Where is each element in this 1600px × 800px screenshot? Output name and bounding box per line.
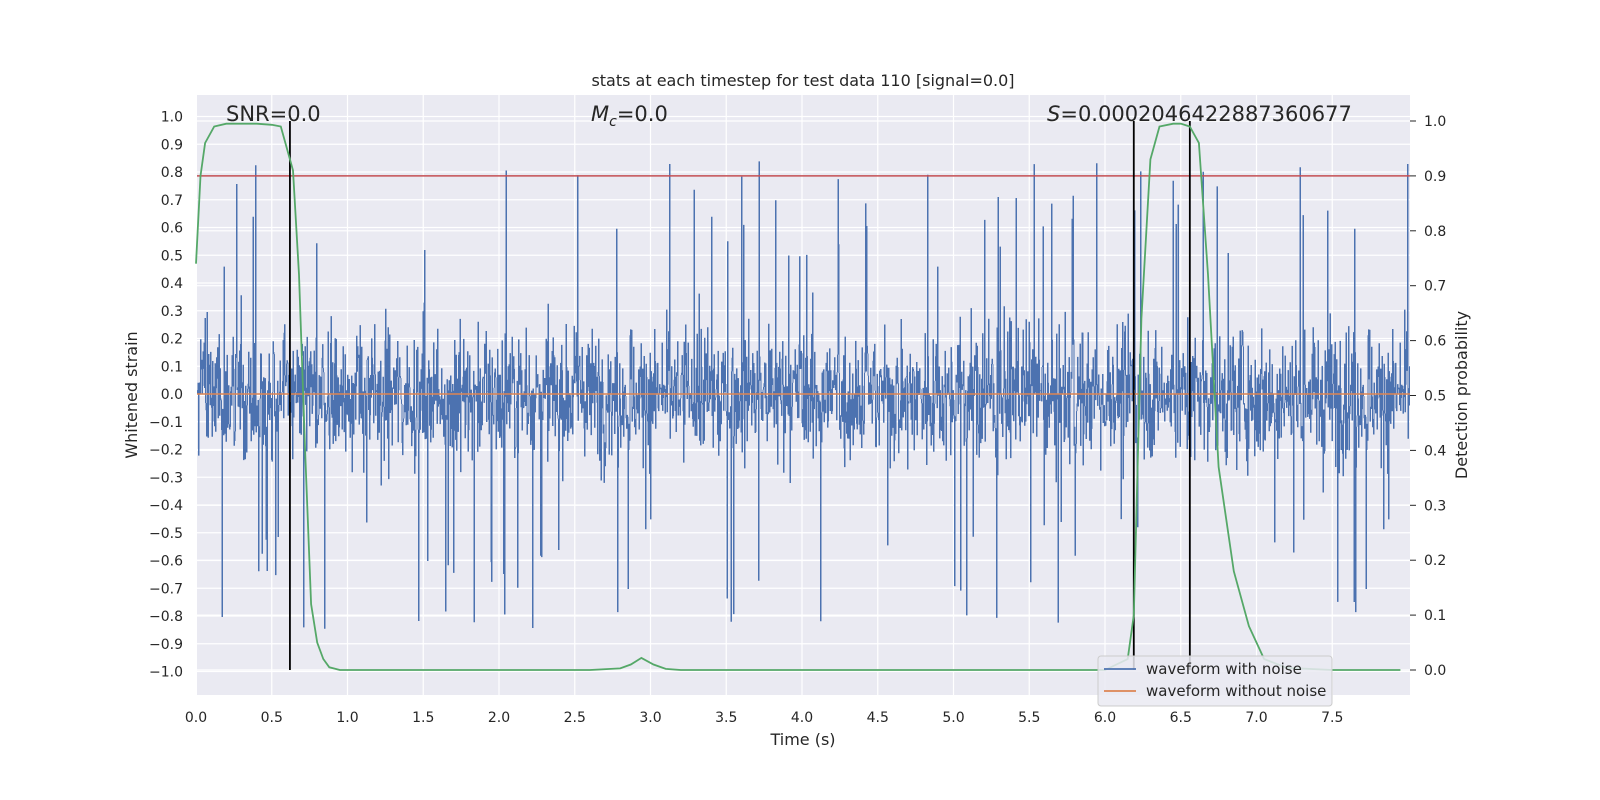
x-tick-label: 5.0 — [942, 710, 964, 726]
chirp-mass-value: =0.0 — [617, 102, 668, 126]
chart-title: stats at each timestep for test data 110… — [591, 71, 1014, 90]
x-axis-title: Time (s) — [769, 730, 835, 749]
y2-tick-label: 0.8 — [1424, 224, 1446, 240]
x-tick-label: 1.5 — [412, 710, 434, 726]
y2-tick-label: 0.9 — [1424, 169, 1446, 185]
y-tick-label: 0.8 — [161, 165, 183, 181]
y2-axis-title: Detection probability — [1452, 311, 1471, 479]
chirp-mass-annotation: Mc=0.0 — [591, 102, 668, 130]
y-tick-label: 0.2 — [161, 332, 183, 348]
waveform-with-noise-path — [197, 161, 1410, 629]
y2-tick-label: 0.3 — [1424, 498, 1446, 514]
x-tick-label: 1.0 — [336, 710, 358, 726]
snr-annotation: SNR=0.0 — [226, 102, 321, 126]
y2-tick-label: 0.6 — [1424, 334, 1446, 350]
y-tick-label: −0.1 — [149, 415, 183, 431]
x-tick-label: 7.0 — [1245, 710, 1267, 726]
y-tick-label: 0.6 — [161, 221, 183, 237]
s-value: =0.0002046422887360677 — [1060, 102, 1352, 126]
y2-tick-label: 0.4 — [1424, 443, 1446, 459]
y2-tick-label: 0.2 — [1424, 553, 1446, 569]
y2-tick-label: 0.5 — [1424, 389, 1446, 405]
y-tick-label: 0.3 — [161, 304, 183, 320]
x-tick-label: 2.0 — [488, 710, 510, 726]
waveform-with-noise-series — [197, 161, 1410, 629]
y-tick-label: 0.5 — [161, 248, 183, 264]
y-axis-title: Whitened strain — [122, 331, 141, 458]
y-tick-label: 0.7 — [161, 193, 183, 209]
y-tick-label: −0.3 — [149, 470, 183, 486]
y-tick-label: 0.4 — [161, 276, 183, 292]
y-tick-label: −0.7 — [149, 581, 183, 597]
detection-probability-line — [195, 122, 1401, 671]
y-tick-label: 1.0 — [161, 110, 183, 126]
y-tick-label: −0.4 — [149, 498, 183, 514]
y-tick-label: −0.5 — [149, 526, 183, 542]
legend-label-clean: waveform without noise — [1146, 682, 1326, 700]
s-symbol: S — [1047, 102, 1060, 126]
y-tick-label: −0.8 — [149, 609, 183, 625]
y-tick-label: −0.6 — [149, 554, 183, 570]
y2-tick-label: 0.1 — [1424, 608, 1446, 624]
x-tick-label: 0.0 — [185, 710, 207, 726]
x-tick-label: 6.0 — [1094, 710, 1116, 726]
y-tick-label: −1.0 — [149, 665, 183, 681]
y-tick-label: −0.2 — [149, 443, 183, 459]
x-tick-label: 4.0 — [791, 710, 813, 726]
y-tick-label: 0.1 — [161, 359, 183, 375]
x-tick-label: 3.0 — [639, 710, 661, 726]
chirp-mass-symbol: M — [591, 102, 609, 126]
y-tick-label: −0.9 — [149, 637, 183, 653]
x-tick-label: 4.5 — [867, 710, 889, 726]
y2-tick-label: 1.0 — [1424, 114, 1446, 130]
legend-label-noise: waveform with noise — [1146, 660, 1302, 678]
y-tick-label: 0.0 — [161, 387, 183, 403]
legend: waveform with noise waveform without noi… — [1097, 655, 1333, 707]
event-markers — [289, 121, 1191, 670]
chirp-mass-subscript: c — [609, 114, 617, 130]
x-tick-label: 7.5 — [1321, 710, 1343, 726]
s-annotation: S=0.0002046422887360677 — [1047, 102, 1352, 126]
x-tick-label: 0.5 — [261, 710, 283, 726]
y2-tick-label: 0.7 — [1424, 279, 1446, 295]
x-tick-label: 6.5 — [1170, 710, 1192, 726]
y-tick-label: 0.9 — [161, 137, 183, 153]
x-tick-label: 2.5 — [564, 710, 586, 726]
ticks: 0.0 0.5 1.0 1.5 2.0 2.5 3.0 3.5 4.0 4.5 5.0 5.5 6.0 6… — [149, 110, 1446, 727]
y2-tick-label: 0.0 — [1424, 663, 1446, 679]
x-tick-label: 3.5 — [715, 710, 737, 726]
x-tick-label: 5.5 — [1018, 710, 1040, 726]
legend-box — [1097, 655, 1333, 707]
